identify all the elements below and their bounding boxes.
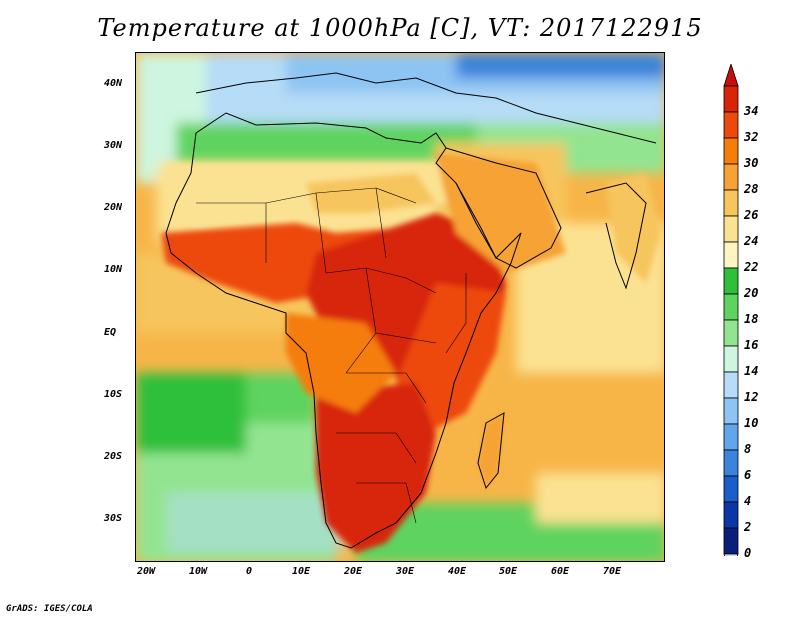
lon-label: 20E xyxy=(343,566,363,577)
colorbar-label: 26 xyxy=(744,208,759,222)
colorbar-label: 4 xyxy=(744,494,752,508)
lon-label: 0 xyxy=(245,566,253,577)
colorbar-segment xyxy=(723,527,739,555)
colorbar-segment xyxy=(723,319,739,347)
lat-label: 30S xyxy=(104,513,123,524)
colorbar-segment xyxy=(723,371,739,399)
colorbar-label: 2 xyxy=(744,520,752,534)
colorbar-label: 8 xyxy=(744,442,752,456)
lat-label: EQ xyxy=(104,327,117,338)
lat-label: 20N xyxy=(104,202,123,213)
colorbar-label: 6 xyxy=(744,468,752,482)
lon-label: 10E xyxy=(291,566,311,577)
colorbar-segment xyxy=(723,85,739,113)
colorbar-label: 30 xyxy=(744,156,759,170)
colorbar-segment xyxy=(723,163,739,191)
temperature-map xyxy=(135,52,665,562)
colorbar-segment xyxy=(723,267,739,295)
colorbar-label: 0 xyxy=(744,546,752,560)
lat-label: 10S xyxy=(104,389,123,400)
colorbar-label: 10 xyxy=(744,416,759,430)
colorbar-label: 22 xyxy=(744,260,759,274)
colorbar-label: 14 xyxy=(744,364,759,378)
colorbar-segment xyxy=(723,111,739,139)
colorbar-segment xyxy=(723,215,739,243)
colorbar-label: 34 xyxy=(744,104,759,118)
country-borders xyxy=(196,187,467,524)
colorbar-top-triangle xyxy=(723,64,739,87)
map-title: Temperature at 1000hPa [C], VT: 20171229… xyxy=(97,14,703,42)
colorbar-segment xyxy=(723,241,739,269)
colorbar-bottom-triangle xyxy=(723,553,739,556)
lat-label: 40N xyxy=(104,78,123,89)
colorbar-label: 20 xyxy=(744,286,759,300)
colorbar-label: 32 xyxy=(744,130,759,144)
colorbar-segment xyxy=(723,475,739,503)
colorbar xyxy=(723,64,739,556)
lon-label: 70E xyxy=(602,566,622,577)
lat-label: 30N xyxy=(104,140,123,151)
lon-label: 20W xyxy=(136,566,156,577)
colorbar-segment xyxy=(723,501,739,529)
credit-text: GrADS: IGES/COLA xyxy=(6,604,93,614)
lat-label: 20S xyxy=(104,451,123,462)
colorbar-label: 24 xyxy=(744,234,759,248)
colorbar-segment xyxy=(723,449,739,477)
colorbar-segment xyxy=(723,345,739,373)
colorbar-segment xyxy=(723,137,739,165)
land-temperature xyxy=(161,153,661,553)
colorbar-segment xyxy=(723,423,739,451)
colorbar-segment xyxy=(723,397,739,425)
colorbar-label: 12 xyxy=(744,390,759,404)
coastlines xyxy=(165,72,657,549)
colorbar-segment xyxy=(723,189,739,217)
lon-label: 40E xyxy=(447,566,467,577)
lon-label: 30E xyxy=(395,566,415,577)
colorbar-label: 18 xyxy=(744,312,759,326)
lat-label: 10N xyxy=(104,264,123,275)
colorbar-segment xyxy=(723,293,739,321)
lon-label: 60E xyxy=(550,566,570,577)
lon-label: 10W xyxy=(188,566,208,577)
lon-label: 50E xyxy=(498,566,518,577)
colorbar-label: 16 xyxy=(744,338,759,352)
colorbar-label: 28 xyxy=(744,182,759,196)
